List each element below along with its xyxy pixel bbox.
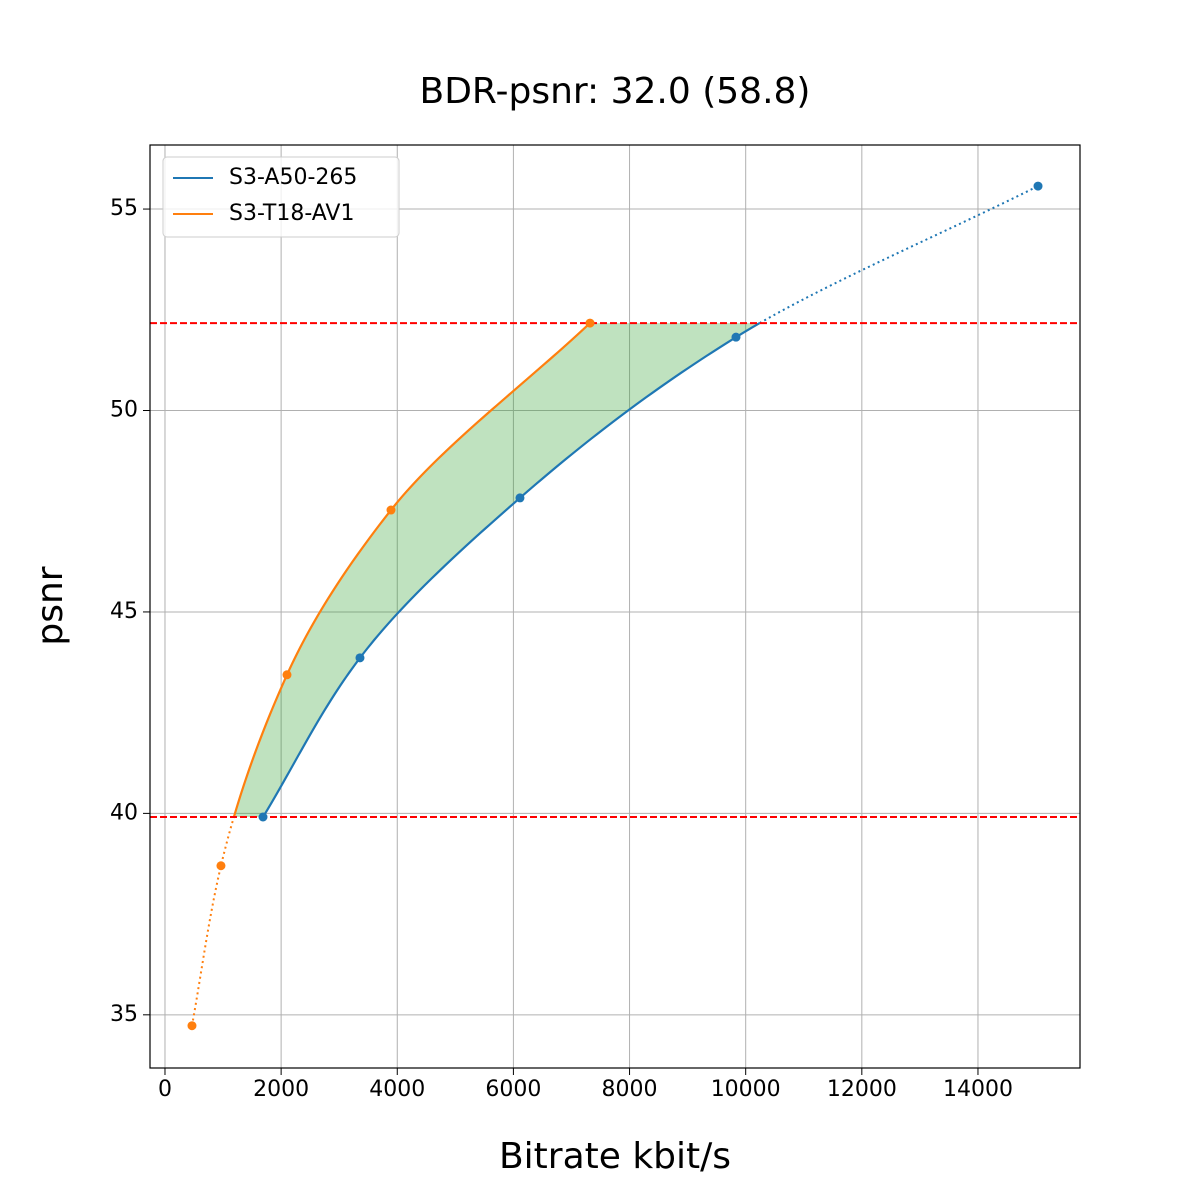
x-tick-label: 12000 bbox=[827, 1077, 897, 1102]
fill-between bbox=[233, 323, 760, 818]
x-tick-label: 6000 bbox=[485, 1077, 541, 1102]
y-tick-label: 50 bbox=[110, 397, 138, 422]
y-tick-label: 35 bbox=[110, 1002, 138, 1027]
point bbox=[187, 1021, 197, 1031]
point bbox=[258, 812, 268, 822]
chart-title: BDR-psnr: 32.0 (58.8) bbox=[420, 71, 811, 112]
x-tick-label: 4000 bbox=[369, 1077, 425, 1102]
legend-label: S3-T18-AV1 bbox=[229, 201, 354, 226]
point bbox=[585, 318, 595, 328]
x-axis-label: Bitrate kbit/s bbox=[499, 1136, 731, 1177]
point bbox=[1033, 181, 1043, 191]
legend-label: S3-A50-265 bbox=[229, 165, 357, 190]
x-tick-label: 8000 bbox=[602, 1077, 658, 1102]
point bbox=[282, 670, 292, 680]
point bbox=[386, 505, 396, 515]
point bbox=[731, 332, 741, 342]
plot-frame bbox=[149, 144, 1081, 1069]
y-tick-label: 40 bbox=[110, 800, 138, 825]
y-axis-label: psnr bbox=[30, 566, 71, 645]
x-tick-label: 14000 bbox=[943, 1077, 1013, 1102]
x-tick-label: 2000 bbox=[253, 1077, 309, 1102]
curve-extrapolated bbox=[759, 185, 1039, 324]
point bbox=[216, 861, 226, 871]
curve bbox=[232, 322, 591, 818]
legend-box bbox=[162, 156, 400, 238]
curve bbox=[262, 322, 761, 818]
y-tick-label: 45 bbox=[110, 599, 138, 624]
x-tick-label: 10000 bbox=[711, 1077, 781, 1102]
y-tick-label: 55 bbox=[110, 196, 138, 221]
point bbox=[355, 653, 365, 663]
x-tick-label: 0 bbox=[158, 1077, 172, 1102]
point bbox=[515, 493, 525, 503]
